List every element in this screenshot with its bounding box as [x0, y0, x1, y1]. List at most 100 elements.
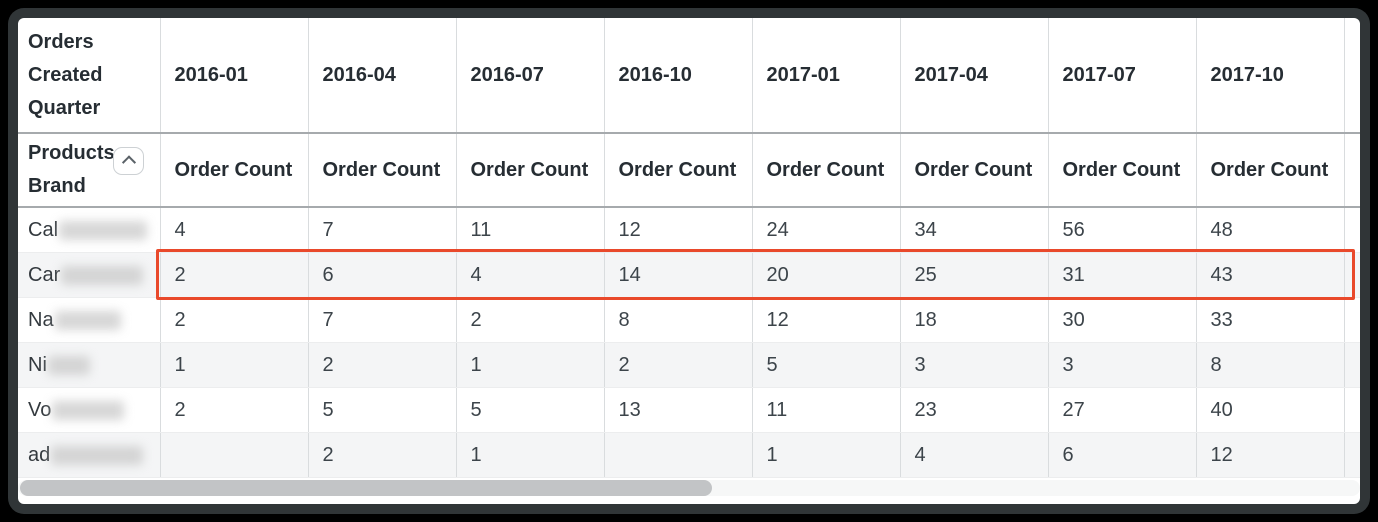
redacted-brand-blur: [61, 265, 144, 285]
value-cell[interactable]: 48: [1196, 207, 1345, 253]
table-row: Cal 4 7 11 12 24 34 56 48: [18, 207, 1360, 253]
measure-header-row: Products Brand Order Count Order Count O…: [18, 133, 1360, 208]
value-cell[interactable]: 3: [1048, 342, 1197, 388]
value-cell[interactable]: 5: [456, 387, 605, 433]
value-cell[interactable]: 8: [604, 297, 753, 343]
header-filler: [1344, 18, 1360, 134]
measure-header[interactable]: Order Count: [604, 133, 753, 208]
value-cell[interactable]: 1: [160, 342, 309, 388]
brand-prefix: Na: [28, 308, 54, 331]
pivot-table: Orders Created Quarter 2016-01 2016-04 2…: [18, 18, 1360, 478]
quarter-header-row: Orders Created Quarter 2016-01 2016-04 2…: [18, 18, 1360, 134]
value-cell[interactable]: 25: [900, 252, 1049, 298]
sort-chevron-button[interactable]: [113, 147, 144, 175]
value-cell[interactable]: 7: [308, 207, 457, 253]
chevron-up-icon: [121, 155, 136, 170]
row-filler: [1344, 387, 1360, 433]
value-cell[interactable]: 5: [308, 387, 457, 433]
quarter-header[interactable]: 2016-07: [456, 18, 605, 134]
value-cell[interactable]: 6: [1048, 432, 1197, 478]
value-cell[interactable]: 4: [456, 252, 605, 298]
value-cell[interactable]: 27: [1048, 387, 1197, 433]
value-cell[interactable]: 2: [456, 297, 605, 343]
value-cell[interactable]: 2: [308, 432, 457, 478]
measure-header[interactable]: Order Count: [752, 133, 901, 208]
value-cell[interactable]: 3: [900, 342, 1049, 388]
measure-header[interactable]: Order Count: [1048, 133, 1197, 208]
quarter-header[interactable]: 2016-01: [160, 18, 309, 134]
value-cell[interactable]: 33: [1196, 297, 1345, 343]
value-cell[interactable]: 43: [1196, 252, 1345, 298]
pivot-table-window: Orders Created Quarter 2016-01 2016-04 2…: [18, 18, 1360, 504]
quarter-header[interactable]: 2016-04: [308, 18, 457, 134]
value-cell[interactable]: 7: [308, 297, 457, 343]
value-cell[interactable]: 14: [604, 252, 753, 298]
brand-cell[interactable]: Vo: [18, 387, 161, 433]
value-cell[interactable]: 30: [1048, 297, 1197, 343]
quarter-header[interactable]: 2017-01: [752, 18, 901, 134]
redacted-brand-blur: [52, 400, 125, 420]
quarter-header[interactable]: 2017-04: [900, 18, 1049, 134]
value-cell[interactable]: 11: [456, 207, 605, 253]
value-cell[interactable]: 2: [604, 342, 753, 388]
value-cell[interactable]: 2: [308, 342, 457, 388]
value-cell[interactable]: 6: [308, 252, 457, 298]
value-cell[interactable]: 4: [160, 207, 309, 253]
brand-prefix: Vo: [28, 398, 52, 421]
value-cell[interactable]: 40: [1196, 387, 1345, 433]
redacted-brand-blur: [51, 445, 144, 465]
brand-cell[interactable]: ad: [18, 432, 161, 478]
value-cell[interactable]: 1: [752, 432, 901, 478]
brand-prefix: Cal: [28, 218, 59, 241]
value-cell[interactable]: 13: [604, 387, 753, 433]
brand-prefix: ad: [28, 443, 51, 466]
table-row: ad 2 1 1 4 6 12: [18, 432, 1360, 478]
value-cell[interactable]: 56: [1048, 207, 1197, 253]
value-cell[interactable]: [604, 432, 753, 478]
measure-header[interactable]: Order Count: [456, 133, 605, 208]
header-filler: [1344, 133, 1360, 208]
brand-cell[interactable]: Ni: [18, 342, 161, 388]
value-cell[interactable]: 31: [1048, 252, 1197, 298]
row-dimension-label: Products Brand: [28, 142, 115, 197]
value-cell[interactable]: 1: [456, 432, 605, 478]
row-dimension-header[interactable]: Products Brand: [18, 133, 161, 208]
value-cell[interactable]: 4: [900, 432, 1049, 478]
brand-cell[interactable]: Cal: [18, 207, 161, 253]
value-cell[interactable]: 2: [160, 252, 309, 298]
row-filler: [1344, 207, 1360, 253]
value-cell[interactable]: 1: [456, 342, 605, 388]
value-cell[interactable]: 24: [752, 207, 901, 253]
measure-header[interactable]: Order Count: [1196, 133, 1345, 208]
value-cell[interactable]: 20: [752, 252, 901, 298]
quarter-header[interactable]: 2016-10: [604, 18, 753, 134]
quarter-header[interactable]: 2017-07: [1048, 18, 1197, 134]
redacted-brand-blur: [47, 355, 90, 375]
table-row: Na 2 7 2 8 12 18 30 33: [18, 297, 1360, 343]
value-cell[interactable]: 18: [900, 297, 1049, 343]
corner-header[interactable]: Orders Created Quarter: [18, 18, 161, 134]
value-cell[interactable]: 8: [1196, 342, 1345, 388]
brand-cell[interactable]: Na: [18, 297, 161, 343]
measure-header[interactable]: Order Count: [308, 133, 457, 208]
value-cell[interactable]: 12: [752, 297, 901, 343]
row-filler: [1344, 342, 1360, 388]
value-cell[interactable]: [160, 432, 309, 478]
table-row-highlighted: Car 2 6 4 14 20 25 31 43: [18, 252, 1360, 298]
value-cell[interactable]: 2: [160, 387, 309, 433]
value-cell[interactable]: 11: [752, 387, 901, 433]
row-filler: [1344, 297, 1360, 343]
value-cell[interactable]: 2: [160, 297, 309, 343]
value-cell[interactable]: 34: [900, 207, 1049, 253]
measure-header[interactable]: Order Count: [160, 133, 309, 208]
value-cell[interactable]: 12: [1196, 432, 1345, 478]
horizontal-scrollbar-thumb[interactable]: [20, 480, 712, 496]
measure-header[interactable]: Order Count: [900, 133, 1049, 208]
quarter-header[interactable]: 2017-10: [1196, 18, 1345, 134]
value-cell[interactable]: 12: [604, 207, 753, 253]
value-cell[interactable]: 5: [752, 342, 901, 388]
brand-prefix: Car: [28, 263, 61, 286]
brand-cell[interactable]: Car: [18, 252, 161, 298]
table-row: Vo 2 5 5 13 11 23 27 40: [18, 387, 1360, 433]
value-cell[interactable]: 23: [900, 387, 1049, 433]
